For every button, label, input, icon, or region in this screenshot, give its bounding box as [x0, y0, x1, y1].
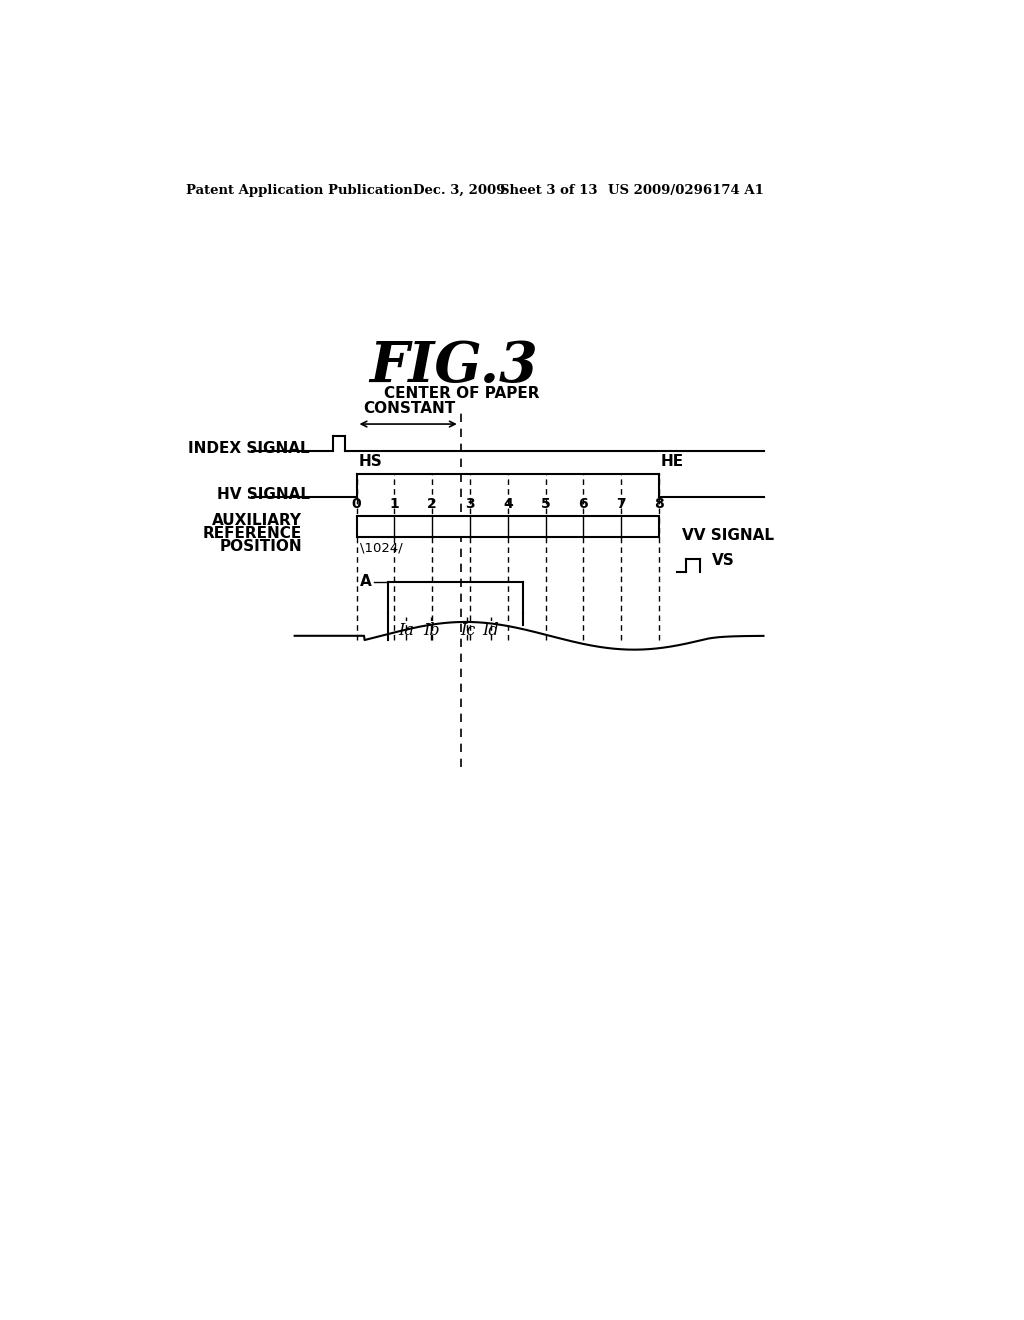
Text: Ia: Ia — [398, 622, 414, 639]
Text: 0: 0 — [352, 498, 361, 511]
Text: Ic: Ic — [460, 622, 475, 639]
Text: 7: 7 — [616, 498, 626, 511]
Text: REFERENCE: REFERENCE — [203, 525, 302, 541]
Text: 6: 6 — [579, 498, 588, 511]
Text: POSITION: POSITION — [220, 539, 302, 554]
Text: 5: 5 — [541, 498, 551, 511]
Text: HE: HE — [660, 454, 684, 470]
Text: CONSTANT: CONSTANT — [362, 401, 455, 416]
Text: 1: 1 — [389, 498, 399, 511]
Text: VS: VS — [712, 553, 734, 568]
Text: 8: 8 — [654, 498, 664, 511]
Text: Id: Id — [482, 622, 499, 639]
Text: Ib: Ib — [423, 622, 439, 639]
Text: Dec. 3, 2009: Dec. 3, 2009 — [414, 185, 506, 197]
Text: AUXILIARY: AUXILIARY — [212, 512, 302, 528]
Text: 3: 3 — [465, 498, 475, 511]
Text: VV SIGNAL: VV SIGNAL — [682, 528, 774, 544]
Text: \1024/: \1024/ — [360, 541, 403, 554]
Text: INDEX SIGNAL: INDEX SIGNAL — [188, 441, 310, 457]
Text: US 2009/0296174 A1: US 2009/0296174 A1 — [608, 185, 764, 197]
Text: CENTER OF PAPER: CENTER OF PAPER — [384, 385, 539, 401]
Text: Patent Application Publication: Patent Application Publication — [186, 185, 413, 197]
Text: A: A — [360, 574, 372, 590]
Text: Sheet 3 of 13: Sheet 3 of 13 — [500, 185, 597, 197]
Text: FIG.3: FIG.3 — [369, 339, 538, 393]
Text: 2: 2 — [427, 498, 437, 511]
Text: HS: HS — [358, 454, 382, 470]
Bar — [356, 516, 658, 537]
Text: HV SIGNAL: HV SIGNAL — [217, 487, 310, 503]
Text: 4: 4 — [503, 498, 513, 511]
